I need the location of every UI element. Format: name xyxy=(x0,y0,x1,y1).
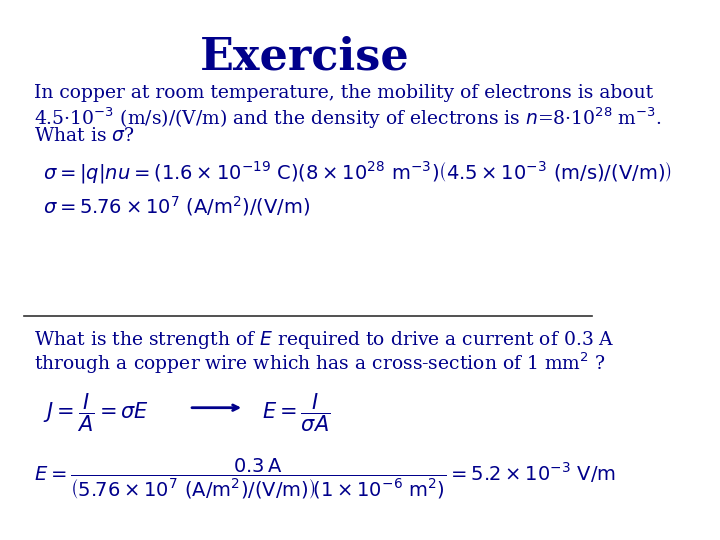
Text: Exercise: Exercise xyxy=(200,35,410,78)
Text: through a copper wire which has a cross-section of 1 mm$^{2}$ ?: through a copper wire which has a cross-… xyxy=(34,351,606,376)
Text: $E = \dfrac{0.3\,\mathrm{A}}{\left(5.76\times10^{7}\ \mathrm{(A/m^2)/(V/m)}\righ: $E = \dfrac{0.3\,\mathrm{A}}{\left(5.76\… xyxy=(34,456,616,501)
Text: $E = \dfrac{I}{\sigma A}$: $E = \dfrac{I}{\sigma A}$ xyxy=(262,392,330,434)
Text: $J = \dfrac{I}{A} = \sigma E$: $J = \dfrac{I}{A} = \sigma E$ xyxy=(42,392,149,434)
Text: $\sigma = |q|nu = \left(1.6\times10^{-19}\mathrm{\ C}\right)\left(8\times10^{28}: $\sigma = |q|nu = \left(1.6\times10^{-19… xyxy=(42,159,672,185)
Text: 4.5·10$^{-3}$ (m/s)/(V/m) and the density of electrons is $n$=8·10$^{28}$ m$^{-3: 4.5·10$^{-3}$ (m/s)/(V/m) and the densit… xyxy=(34,105,662,131)
Text: What is $\sigma$?: What is $\sigma$? xyxy=(34,127,134,145)
Text: What is the strength of $E$ required to drive a current of 0.3 A: What is the strength of $E$ required to … xyxy=(34,329,614,352)
Text: $\sigma = 5.76\times10^{7}\mathrm{\ (A/m^{2})/(V/m)}$: $\sigma = 5.76\times10^{7}\mathrm{\ (A/m… xyxy=(42,194,310,218)
Text: In copper at room temperature, the mobility of electrons is about: In copper at room temperature, the mobil… xyxy=(34,84,653,102)
